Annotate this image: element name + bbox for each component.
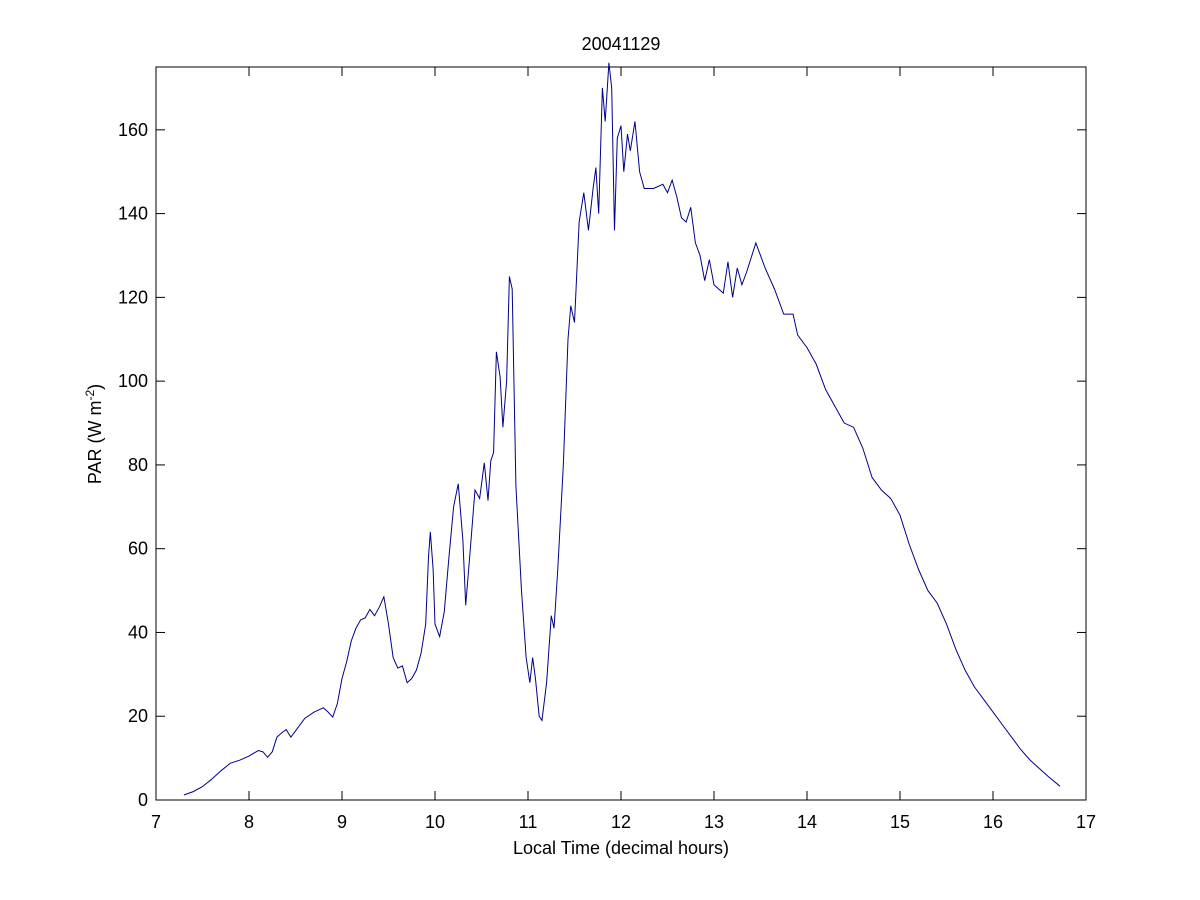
data-line bbox=[183, 62, 1061, 796]
x-tick-label: 15 bbox=[890, 812, 910, 832]
y-label-suffix: ) bbox=[85, 384, 105, 390]
y-label-superscript: -2 bbox=[83, 390, 97, 401]
y-tick-label: 100 bbox=[118, 371, 148, 391]
x-tick-label: 8 bbox=[244, 812, 254, 832]
x-tick-label: 11 bbox=[519, 812, 538, 832]
y-label-text: PAR (W m bbox=[85, 401, 105, 485]
x-tick-label: 16 bbox=[983, 812, 1003, 832]
x-axis-label: Local Time (decimal hours) bbox=[513, 838, 729, 858]
y-tick-label: 140 bbox=[118, 204, 148, 224]
y-tick-label: 80 bbox=[128, 455, 148, 475]
x-tick-label: 17 bbox=[1076, 812, 1096, 832]
y-tick-label: 120 bbox=[118, 287, 148, 307]
y-tick-label: 0 bbox=[138, 790, 148, 810]
x-tick-label: 12 bbox=[611, 812, 631, 832]
y-axis-label: PAR (W m-2) bbox=[83, 384, 105, 484]
x-tick-label: 9 bbox=[337, 812, 347, 832]
chart-title: 20041129 bbox=[582, 34, 661, 54]
x-tick-label: 13 bbox=[704, 812, 724, 832]
y-tick-label: 60 bbox=[128, 539, 148, 559]
y-tick-label: 160 bbox=[118, 120, 148, 140]
x-tick-label: 7 bbox=[151, 812, 161, 832]
y-tick-label: 40 bbox=[128, 622, 148, 642]
x-tick-label: 14 bbox=[797, 812, 817, 832]
x-tick-label: 10 bbox=[425, 812, 445, 832]
y-tick-label: 20 bbox=[128, 706, 148, 726]
